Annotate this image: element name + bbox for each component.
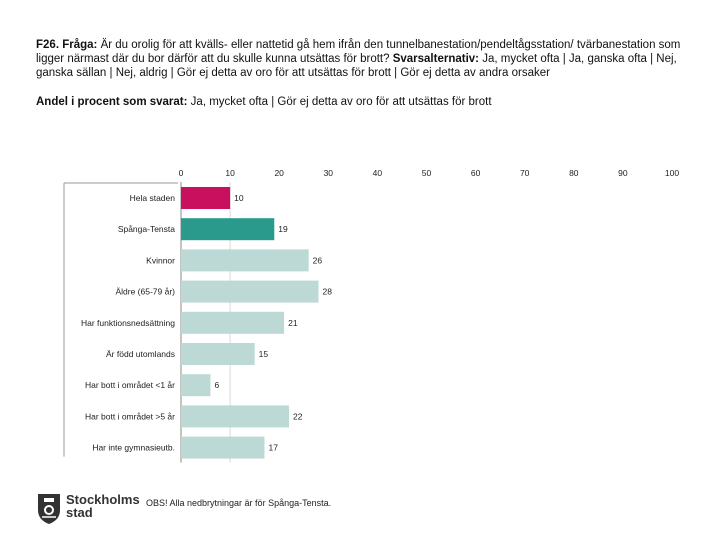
value-label: 15 <box>259 349 269 359</box>
category-label: Har bott i området <1 år <box>85 380 175 390</box>
x-tick-label: 20 <box>274 168 284 178</box>
value-label: 10 <box>234 193 244 203</box>
value-label: 21 <box>288 318 298 328</box>
x-tick-label: 10 <box>225 168 235 178</box>
bar <box>181 436 265 459</box>
category-label: Spånga-Tensta <box>118 224 175 234</box>
bar <box>181 405 290 428</box>
x-tick-label: 60 <box>471 168 481 178</box>
x-tick-label: 50 <box>422 168 432 178</box>
chart-question: F26. Fråga: Är du orolig för att kvälls-… <box>36 38 696 80</box>
logo-line1: Stockholms <box>66 492 140 507</box>
x-tick-label: 90 <box>618 168 628 178</box>
question-label: F26. Fråga: <box>36 39 98 51</box>
x-tick-label: 30 <box>324 168 334 178</box>
stockholm-crest-icon <box>38 494 60 524</box>
bar <box>181 343 255 365</box>
x-tick-label: 80 <box>569 168 579 178</box>
bar <box>181 187 231 209</box>
value-label: 28 <box>322 287 332 297</box>
chart-subtitle: Andel i procent som svarat: Ja, mycket o… <box>36 95 696 109</box>
footnote: OBS! Alla nedbrytningar är för Spånga-Te… <box>146 498 332 508</box>
bar <box>181 218 275 241</box>
alternatives-label: Svarsalternativ: <box>392 53 479 65</box>
value-label: 26 <box>313 255 323 265</box>
share-text: Ja, mycket ofta | Gör ej detta av oro fö… <box>190 96 492 108</box>
alternatives-text: Ja, mycket ofta | Ja, ganska ofta | Nej,… <box>36 53 677 79</box>
bar <box>181 249 309 272</box>
category-label: Är född utomlands <box>106 349 175 359</box>
value-label: 6 <box>214 380 219 390</box>
category-label: Har inte gymnasieutb. <box>92 443 175 453</box>
bar <box>181 374 211 397</box>
value-label: 17 <box>268 443 278 453</box>
category-label: Äldre (65-79 år) <box>115 287 175 297</box>
category-label: Hela staden <box>130 193 176 203</box>
question-text: Är du orolig för att kvälls- eller natte… <box>36 39 681 65</box>
bar <box>181 311 285 334</box>
logo-line2: stad <box>66 505 93 520</box>
bar <box>181 280 319 303</box>
category-label: Kvinnor <box>146 255 175 265</box>
x-tick-label: 70 <box>520 168 530 178</box>
category-label: Har bott i området >5 år <box>85 411 175 421</box>
share-label: Andel i procent som svarat: <box>36 96 188 108</box>
x-tick-label: 0 <box>179 168 184 178</box>
city-logo-text: Stockholms stad <box>66 493 140 519</box>
value-label: 19 <box>278 224 288 234</box>
value-label: 22 <box>293 411 303 421</box>
category-label: Har funktionsnedsättning <box>81 318 175 328</box>
x-tick-label: 40 <box>373 168 383 178</box>
x-tick-label: 100 <box>665 168 679 178</box>
